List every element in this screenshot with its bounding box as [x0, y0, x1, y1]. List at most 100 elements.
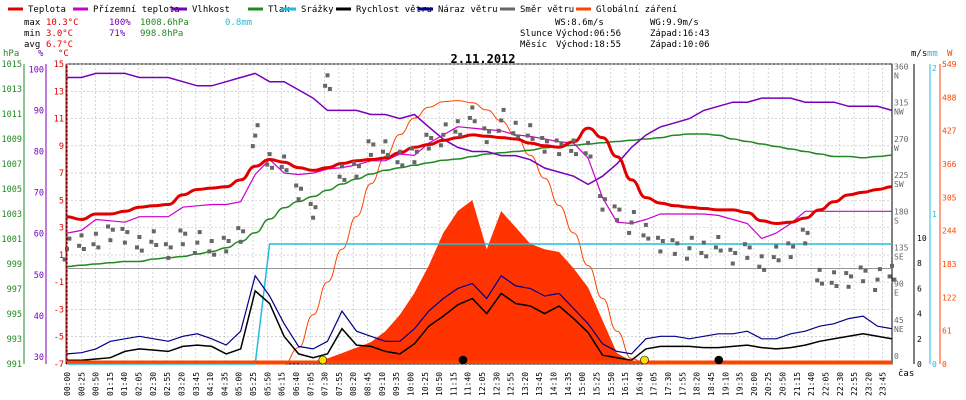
wind-dir-point — [397, 149, 402, 154]
wind-dir-point — [308, 202, 313, 206]
x-tick: 15:00 — [578, 372, 587, 396]
wind-dir-point — [832, 270, 837, 275]
x-tick: 06:40 — [292, 372, 301, 396]
wind-dir-point — [472, 119, 477, 124]
legend-item: Přízemní teplota — [93, 5, 180, 15]
ground-temp-line — [66, 126, 892, 240]
temperature-tick: 5 — [59, 196, 64, 206]
wind-ws: WS:8.6m/s — [555, 18, 604, 28]
wind-dir-point — [163, 242, 168, 247]
right-axes: 360N315NW270W225SW180S135SE90E45NE010864… — [894, 60, 957, 369]
humidity-tick: 50 — [34, 271, 44, 281]
wind-dir-name: NE — [894, 325, 904, 334]
wind-dir-point — [470, 105, 475, 110]
wind-dir-tick: 180 — [894, 207, 909, 216]
x-tick: 19:10 — [721, 372, 730, 396]
wind-dir-point — [139, 248, 144, 253]
wind-dir-point — [337, 174, 342, 179]
pressure-tick: 1011 — [2, 110, 22, 120]
wind-dir-point — [803, 241, 808, 246]
wind-dir-point — [311, 215, 316, 220]
wind-dir-point — [178, 228, 183, 233]
wind-dir-point — [81, 247, 86, 251]
wind-dir-point — [154, 243, 159, 247]
stats-max-hum: 100% — [109, 18, 131, 28]
wind-dir-point — [733, 251, 738, 255]
wind-dir-point — [151, 229, 156, 234]
wind-dir-point — [598, 194, 603, 198]
wind-dir-point — [646, 236, 651, 241]
wind-dir-point — [207, 249, 212, 254]
pressure-tick: 999 — [7, 260, 22, 270]
wind-dir-point — [820, 281, 824, 286]
wind-gust-line — [66, 274, 893, 355]
wind-dir-point — [279, 165, 284, 169]
wind-dir-point — [554, 138, 559, 143]
radiation-tick: 244 — [942, 227, 957, 236]
x-tick: 20:25 — [764, 372, 773, 396]
temperature-tick: 15 — [54, 60, 64, 70]
x-tick: 08:20 — [349, 372, 358, 396]
pressure-tick: 1015 — [2, 60, 22, 70]
wind-dir-point — [574, 152, 578, 157]
radiation-tick: 549 — [942, 60, 957, 69]
wind-dir-point — [786, 241, 791, 246]
wind-dir-point — [424, 132, 429, 137]
wind-dir-point — [79, 233, 84, 238]
x-tick: 04:10 — [206, 372, 215, 396]
wind-dir-point — [313, 205, 318, 210]
wind-dir-point — [209, 239, 214, 243]
x-tick: 05:00 — [235, 372, 244, 396]
wind-dir-point — [296, 197, 301, 202]
x-tick: 17:55 — [678, 372, 687, 396]
x-tick: 07:55 — [335, 372, 344, 396]
wind-dir-point — [236, 226, 241, 231]
x-tick: 15:25 — [592, 372, 601, 396]
wind-dir-point — [627, 230, 632, 235]
stats-max-rain: 0.8mm — [225, 18, 252, 28]
wind-dir-point — [120, 226, 125, 231]
wind-dir-point — [631, 210, 636, 214]
wind-dir-point — [180, 242, 185, 247]
wind-dir-point — [791, 244, 796, 249]
wind-dir-point — [844, 271, 849, 276]
temperature-tick: -7 — [54, 360, 64, 370]
temperature-tick: 1 — [59, 251, 64, 261]
wind-dir-point — [890, 263, 894, 268]
wind-dir-point — [730, 261, 735, 266]
x-tick: 20:50 — [779, 372, 788, 396]
wind-dir-point — [805, 230, 810, 235]
moon-label: Měsíc — [520, 40, 547, 50]
wind-dir-tick: 90 — [894, 280, 904, 289]
temperature-unit: °C — [58, 49, 69, 59]
wind-dir-point — [771, 255, 776, 260]
wind-dir-point — [496, 128, 501, 133]
wind-dir-point — [728, 247, 733, 252]
wind-dir-name: S — [894, 216, 899, 225]
wind-dir-point — [197, 230, 202, 235]
x-tick: 17:05 — [650, 372, 659, 396]
wind-dir-point — [557, 152, 562, 157]
wind-dir-point — [294, 183, 299, 188]
wind-dir-point — [540, 136, 545, 140]
x-tick: 01:40 — [120, 372, 129, 396]
rain-line — [67, 243, 892, 365]
wind-dir-point — [892, 277, 897, 282]
wind-dir-point — [834, 284, 839, 288]
wind-dir-point — [586, 140, 591, 145]
wind-dir-point — [122, 240, 127, 245]
pressure-tick: 1007 — [2, 160, 22, 170]
x-tick: 07:30 — [321, 372, 330, 396]
wind-dir-point — [861, 279, 866, 284]
x-tick: 02:05 — [135, 372, 144, 396]
pressure-tick: 991 — [7, 360, 22, 370]
moon-set: Západ:10:06 — [650, 40, 710, 50]
wind-dir-point — [528, 123, 533, 128]
x-tick: 11:40 — [464, 372, 473, 396]
humidity-tick: 100 — [29, 65, 44, 75]
wind-dir-point — [438, 143, 443, 148]
wind-speed-line — [67, 289, 893, 361]
x-tick: 03:20 — [177, 372, 186, 396]
series-layer — [62, 72, 897, 365]
wind-dir-point — [282, 154, 287, 159]
